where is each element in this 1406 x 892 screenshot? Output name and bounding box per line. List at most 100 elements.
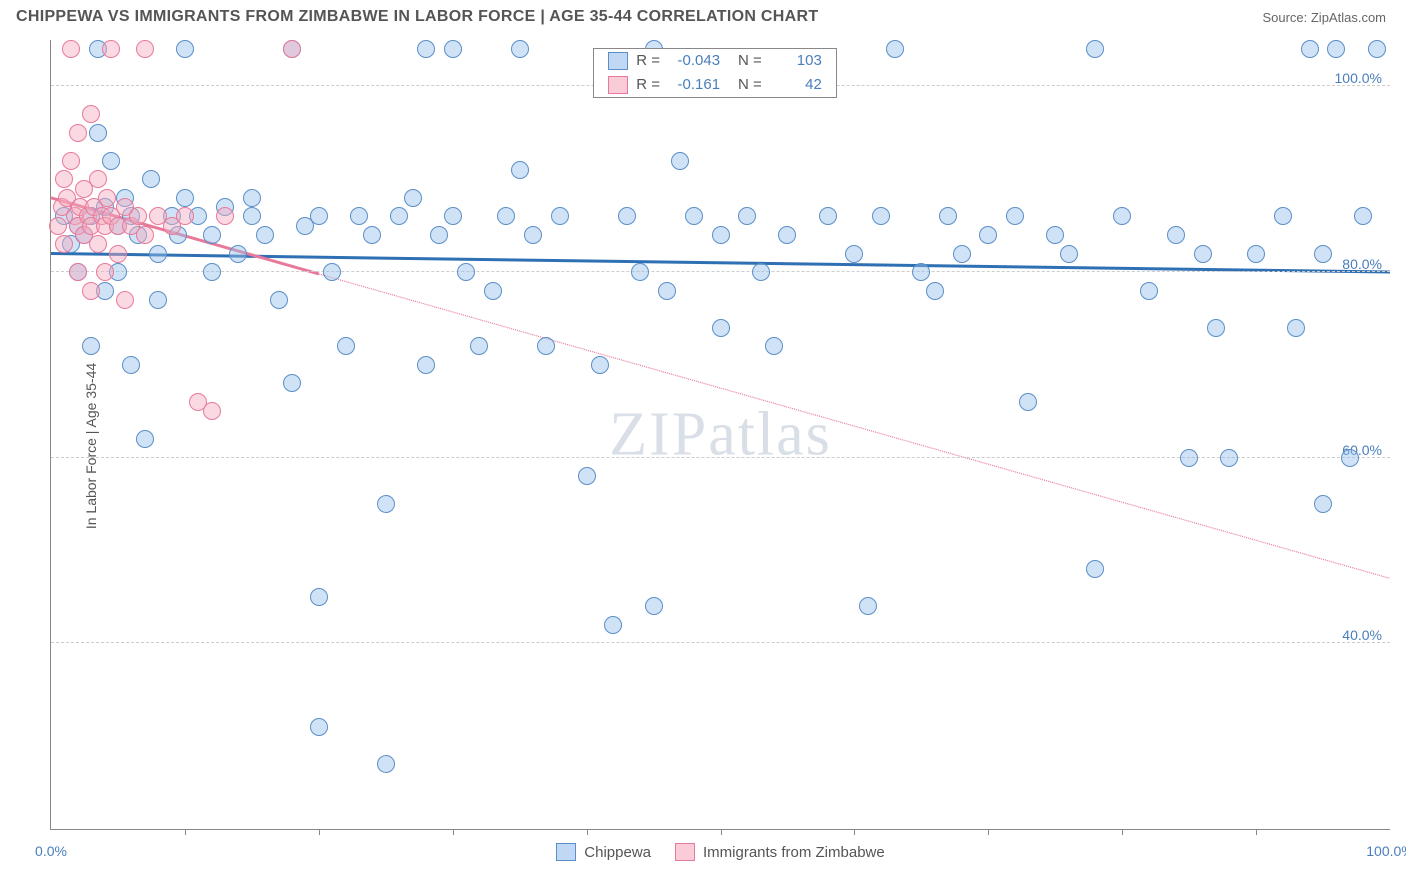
scatter-point	[457, 263, 475, 281]
scatter-point	[1019, 393, 1037, 411]
scatter-point	[62, 152, 80, 170]
trend-lines	[51, 40, 1390, 829]
scatter-point	[765, 337, 783, 355]
scatter-point	[243, 207, 261, 225]
legend-r-label: R =	[636, 76, 660, 93]
scatter-point	[55, 170, 73, 188]
scatter-point	[203, 226, 221, 244]
scatter-point	[591, 356, 609, 374]
legend-n-label: N =	[738, 52, 762, 69]
legend-item: Chippewa	[556, 843, 651, 861]
legend-swatch	[556, 843, 576, 861]
scatter-point	[1194, 245, 1212, 263]
scatter-point	[417, 356, 435, 374]
scatter-point	[116, 291, 134, 309]
scatter-point	[176, 207, 194, 225]
legend-swatch	[608, 52, 628, 70]
scatter-point	[82, 282, 100, 300]
legend-r-value: -0.161	[668, 76, 720, 93]
scatter-point	[136, 430, 154, 448]
scatter-point	[323, 263, 341, 281]
gridline	[51, 271, 1390, 272]
x-tick	[587, 829, 588, 835]
scatter-point	[1220, 449, 1238, 467]
scatter-point	[149, 291, 167, 309]
scatter-point	[129, 207, 147, 225]
scatter-point	[55, 235, 73, 253]
scatter-point	[310, 588, 328, 606]
scatter-point	[484, 282, 502, 300]
scatter-point	[82, 105, 100, 123]
scatter-point	[604, 616, 622, 634]
scatter-point	[417, 40, 435, 58]
y-tick-label: 40.0%	[1342, 627, 1382, 643]
gridline	[51, 642, 1390, 643]
scatter-point	[430, 226, 448, 244]
legend-n-value: 103	[770, 52, 822, 69]
scatter-point	[939, 207, 957, 225]
scatter-point	[98, 189, 116, 207]
scatter-point	[149, 245, 167, 263]
scatter-point	[1327, 40, 1345, 58]
scatter-point	[819, 207, 837, 225]
scatter-point	[1368, 40, 1386, 58]
chart-title: CHIPPEWA VS IMMIGRANTS FROM ZIMBABWE IN …	[16, 8, 818, 26]
scatter-point	[1046, 226, 1064, 244]
scatter-point	[511, 161, 529, 179]
scatter-point	[203, 263, 221, 281]
scatter-point	[912, 263, 930, 281]
chart-header: CHIPPEWA VS IMMIGRANTS FROM ZIMBABWE IN …	[0, 0, 1406, 30]
scatter-point	[89, 235, 107, 253]
scatter-point	[243, 189, 261, 207]
y-tick-label: 80.0%	[1342, 256, 1382, 272]
scatter-point	[1167, 226, 1185, 244]
legend-r-label: R =	[636, 52, 660, 69]
scatter-point	[537, 337, 555, 355]
scatter-point	[1301, 40, 1319, 58]
scatter-point	[1180, 449, 1198, 467]
scatter-point	[390, 207, 408, 225]
scatter-point	[109, 245, 127, 263]
x-tick	[1122, 829, 1123, 835]
scatter-point	[363, 226, 381, 244]
chart-container: CHIPPEWA VS IMMIGRANTS FROM ZIMBABWE IN …	[0, 0, 1406, 892]
scatter-point	[524, 226, 542, 244]
legend-stats-row: R =-0.161N =42	[594, 73, 836, 97]
legend-swatch	[675, 843, 695, 861]
scatter-point	[953, 245, 971, 263]
scatter-point	[859, 597, 877, 615]
scatter-point	[1140, 282, 1158, 300]
scatter-point	[1341, 449, 1359, 467]
x-tick	[319, 829, 320, 835]
scatter-point	[845, 245, 863, 263]
x-tick-label: 0.0%	[35, 843, 67, 859]
scatter-point	[270, 291, 288, 309]
scatter-point	[283, 374, 301, 392]
scatter-point	[377, 495, 395, 513]
scatter-point	[1247, 245, 1265, 263]
legend-swatch	[608, 76, 628, 94]
scatter-point	[645, 597, 663, 615]
scatter-point	[337, 337, 355, 355]
scatter-point	[444, 207, 462, 225]
scatter-point	[404, 189, 422, 207]
scatter-point	[203, 402, 221, 420]
scatter-point	[631, 263, 649, 281]
scatter-point	[310, 718, 328, 736]
legend-bottom: ChippewaImmigrants from Zimbabwe	[51, 843, 1390, 861]
scatter-point	[979, 226, 997, 244]
scatter-point	[1314, 495, 1332, 513]
scatter-point	[176, 40, 194, 58]
scatter-point	[671, 152, 689, 170]
scatter-point	[1113, 207, 1131, 225]
scatter-point	[122, 356, 140, 374]
legend-n-value: 42	[770, 76, 822, 93]
scatter-point	[62, 40, 80, 58]
scatter-point	[142, 170, 160, 188]
legend-stats-row: R = -0.043 N = 103	[594, 49, 836, 73]
scatter-point	[82, 337, 100, 355]
scatter-point	[926, 282, 944, 300]
legend-r-value: -0.043	[668, 52, 720, 69]
scatter-point	[551, 207, 569, 225]
scatter-point	[136, 40, 154, 58]
